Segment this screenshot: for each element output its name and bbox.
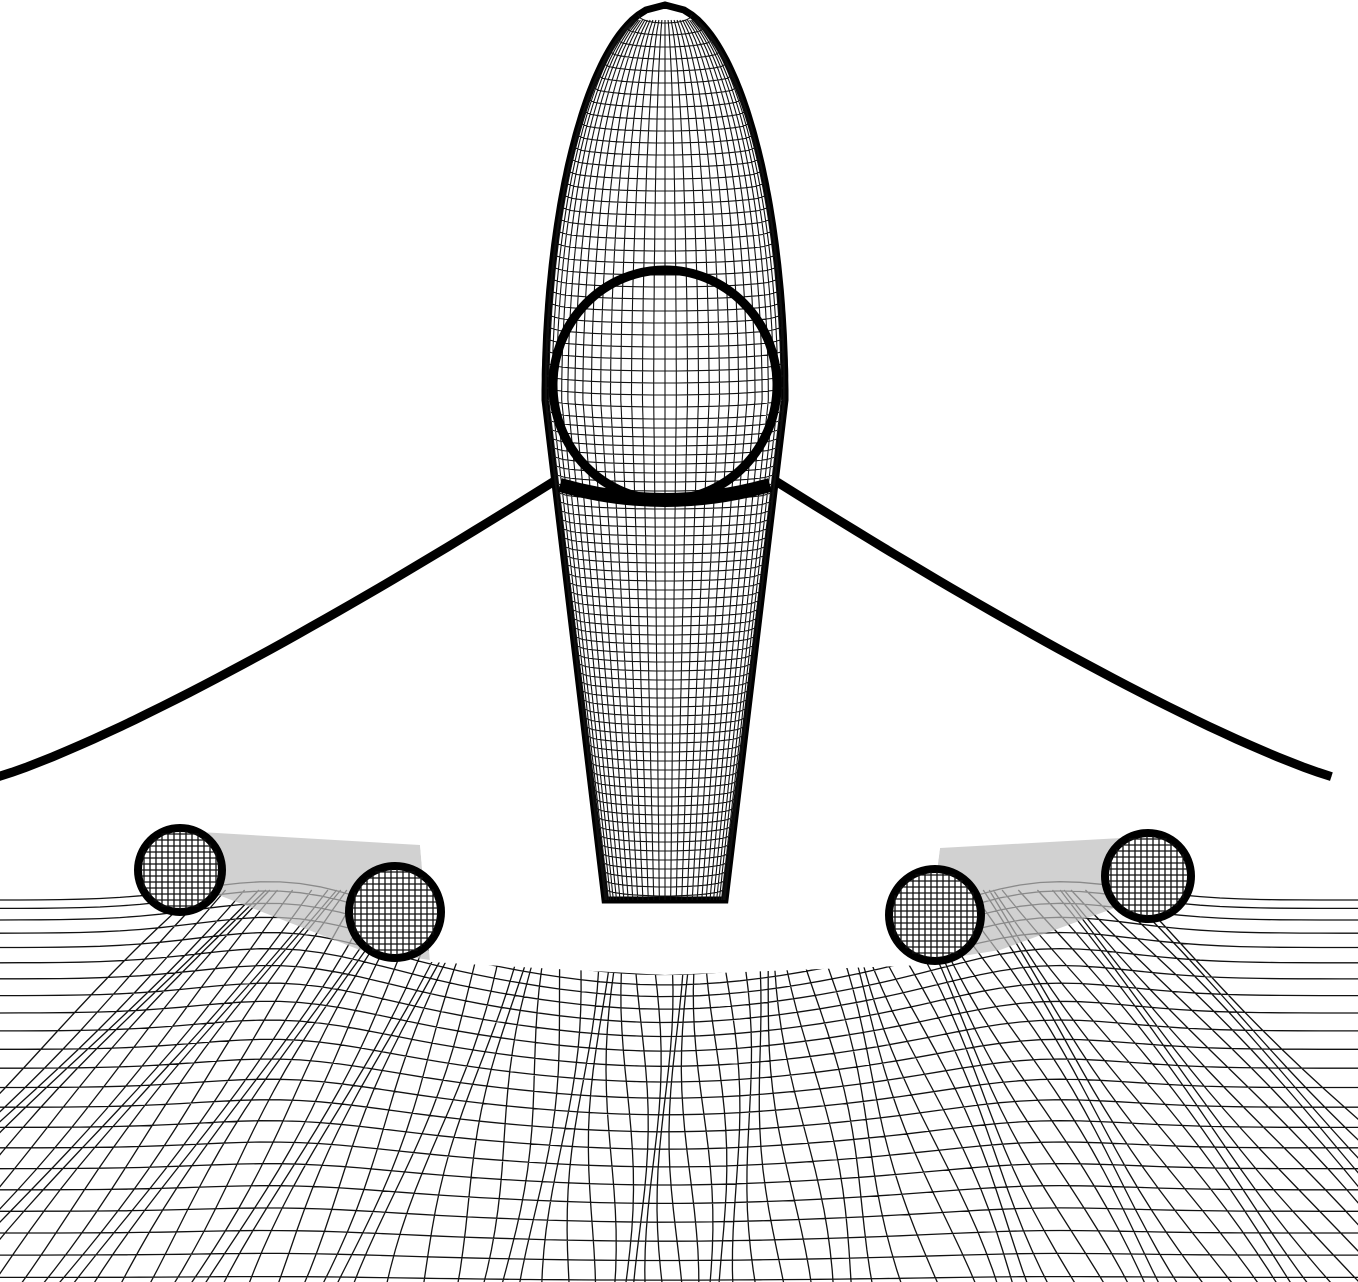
nacelle-mesh: [141, 831, 219, 909]
nacelle-mesh: [892, 872, 978, 958]
nacelle: [345, 862, 445, 962]
nacelle-mesh: [1108, 836, 1188, 916]
underbody: [420, 845, 940, 975]
nacelle-mesh: [352, 869, 438, 955]
fuselage-mesh: [544, 14, 786, 901]
nacelle: [885, 865, 985, 965]
fuselage-band: [558, 478, 772, 507]
nacelle: [1101, 829, 1195, 923]
